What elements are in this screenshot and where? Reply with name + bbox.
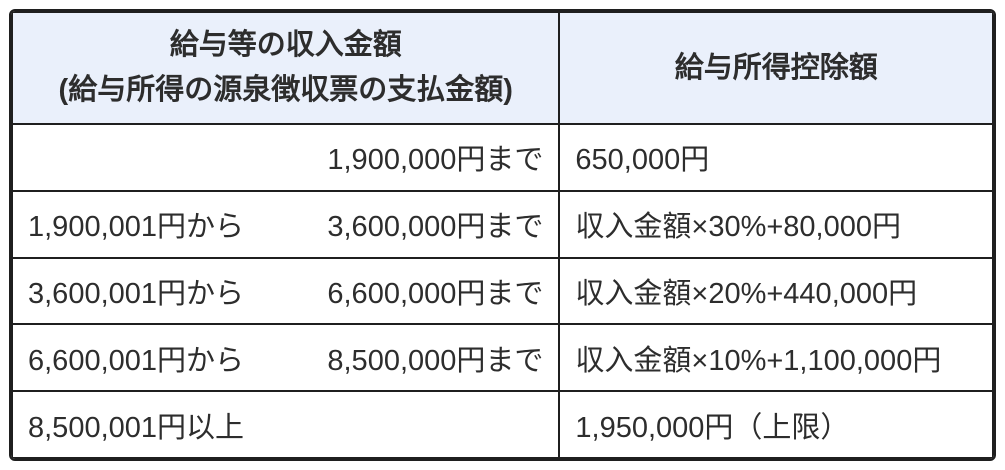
income-from: 6,600,001円から [28, 344, 245, 377]
income-to: 3,600,000円まで [327, 211, 544, 244]
income-range-cell: 1,900,000円まで [11, 123, 561, 192]
header-income-line2: (給与所得の源泉徴収票の支払金額) [58, 74, 513, 106]
header-deduction-column: 給与所得控除額 [558, 11, 994, 125]
salary-deduction-table: 給与等の収入金額 (給与所得の源泉徴収票の支払金額) 給与所得控除額 1,900… [11, 11, 994, 459]
income-to: 8,500,000円まで [327, 344, 544, 377]
deduction-cell: 収入金額×20%+440,000円 [558, 256, 994, 326]
table-row: 8,500,001円以上 1,950,000円（上限） [11, 390, 994, 459]
table-row: 1,900,001円から 3,600,000円まで 収入金額×30%+80,00… [11, 189, 994, 259]
header-income-column: 給与等の収入金額 (給与所得の源泉徴収票の支払金額) [11, 11, 561, 125]
income-range-cell: 8,500,001円以上 [11, 390, 561, 459]
income-to: 1,900,000円まで [327, 144, 544, 177]
income-from: 3,600,001円から [28, 277, 245, 310]
income-range-cell: 1,900,001円から 3,600,000円まで [11, 189, 561, 259]
income-from: 8,500,001円以上 [28, 411, 245, 444]
income-from: 1,900,001円から [28, 211, 245, 244]
deduction-cell: 収入金額×10%+1,100,000円 [558, 323, 994, 393]
deduction-cell: 収入金額×30%+80,000円 [558, 189, 994, 259]
salary-deduction-table-frame: 給与等の収入金額 (給与所得の源泉徴収票の支払金額) 給与所得控除額 1,900… [9, 9, 996, 461]
header-income-line1: 給与等の収入金額 [169, 29, 402, 62]
income-to: 6,600,000円まで [327, 277, 544, 310]
deduction-cell: 1,950,000円（上限） [558, 390, 994, 459]
table-row: 1,900,000円まで 650,000円 [11, 123, 994, 192]
table-row: 6,600,001円から 8,500,000円まで 収入金額×10%+1,100… [11, 323, 994, 393]
income-range-cell: 6,600,001円から 8,500,000円まで [11, 323, 561, 393]
table-row: 3,600,001円から 6,600,000円まで 収入金額×20%+440,0… [11, 256, 994, 326]
income-range-cell: 3,600,001円から 6,600,000円まで [11, 256, 561, 326]
table-header-row: 給与等の収入金額 (給与所得の源泉徴収票の支払金額) 給与所得控除額 [11, 11, 994, 125]
deduction-cell: 650,000円 [558, 123, 994, 192]
